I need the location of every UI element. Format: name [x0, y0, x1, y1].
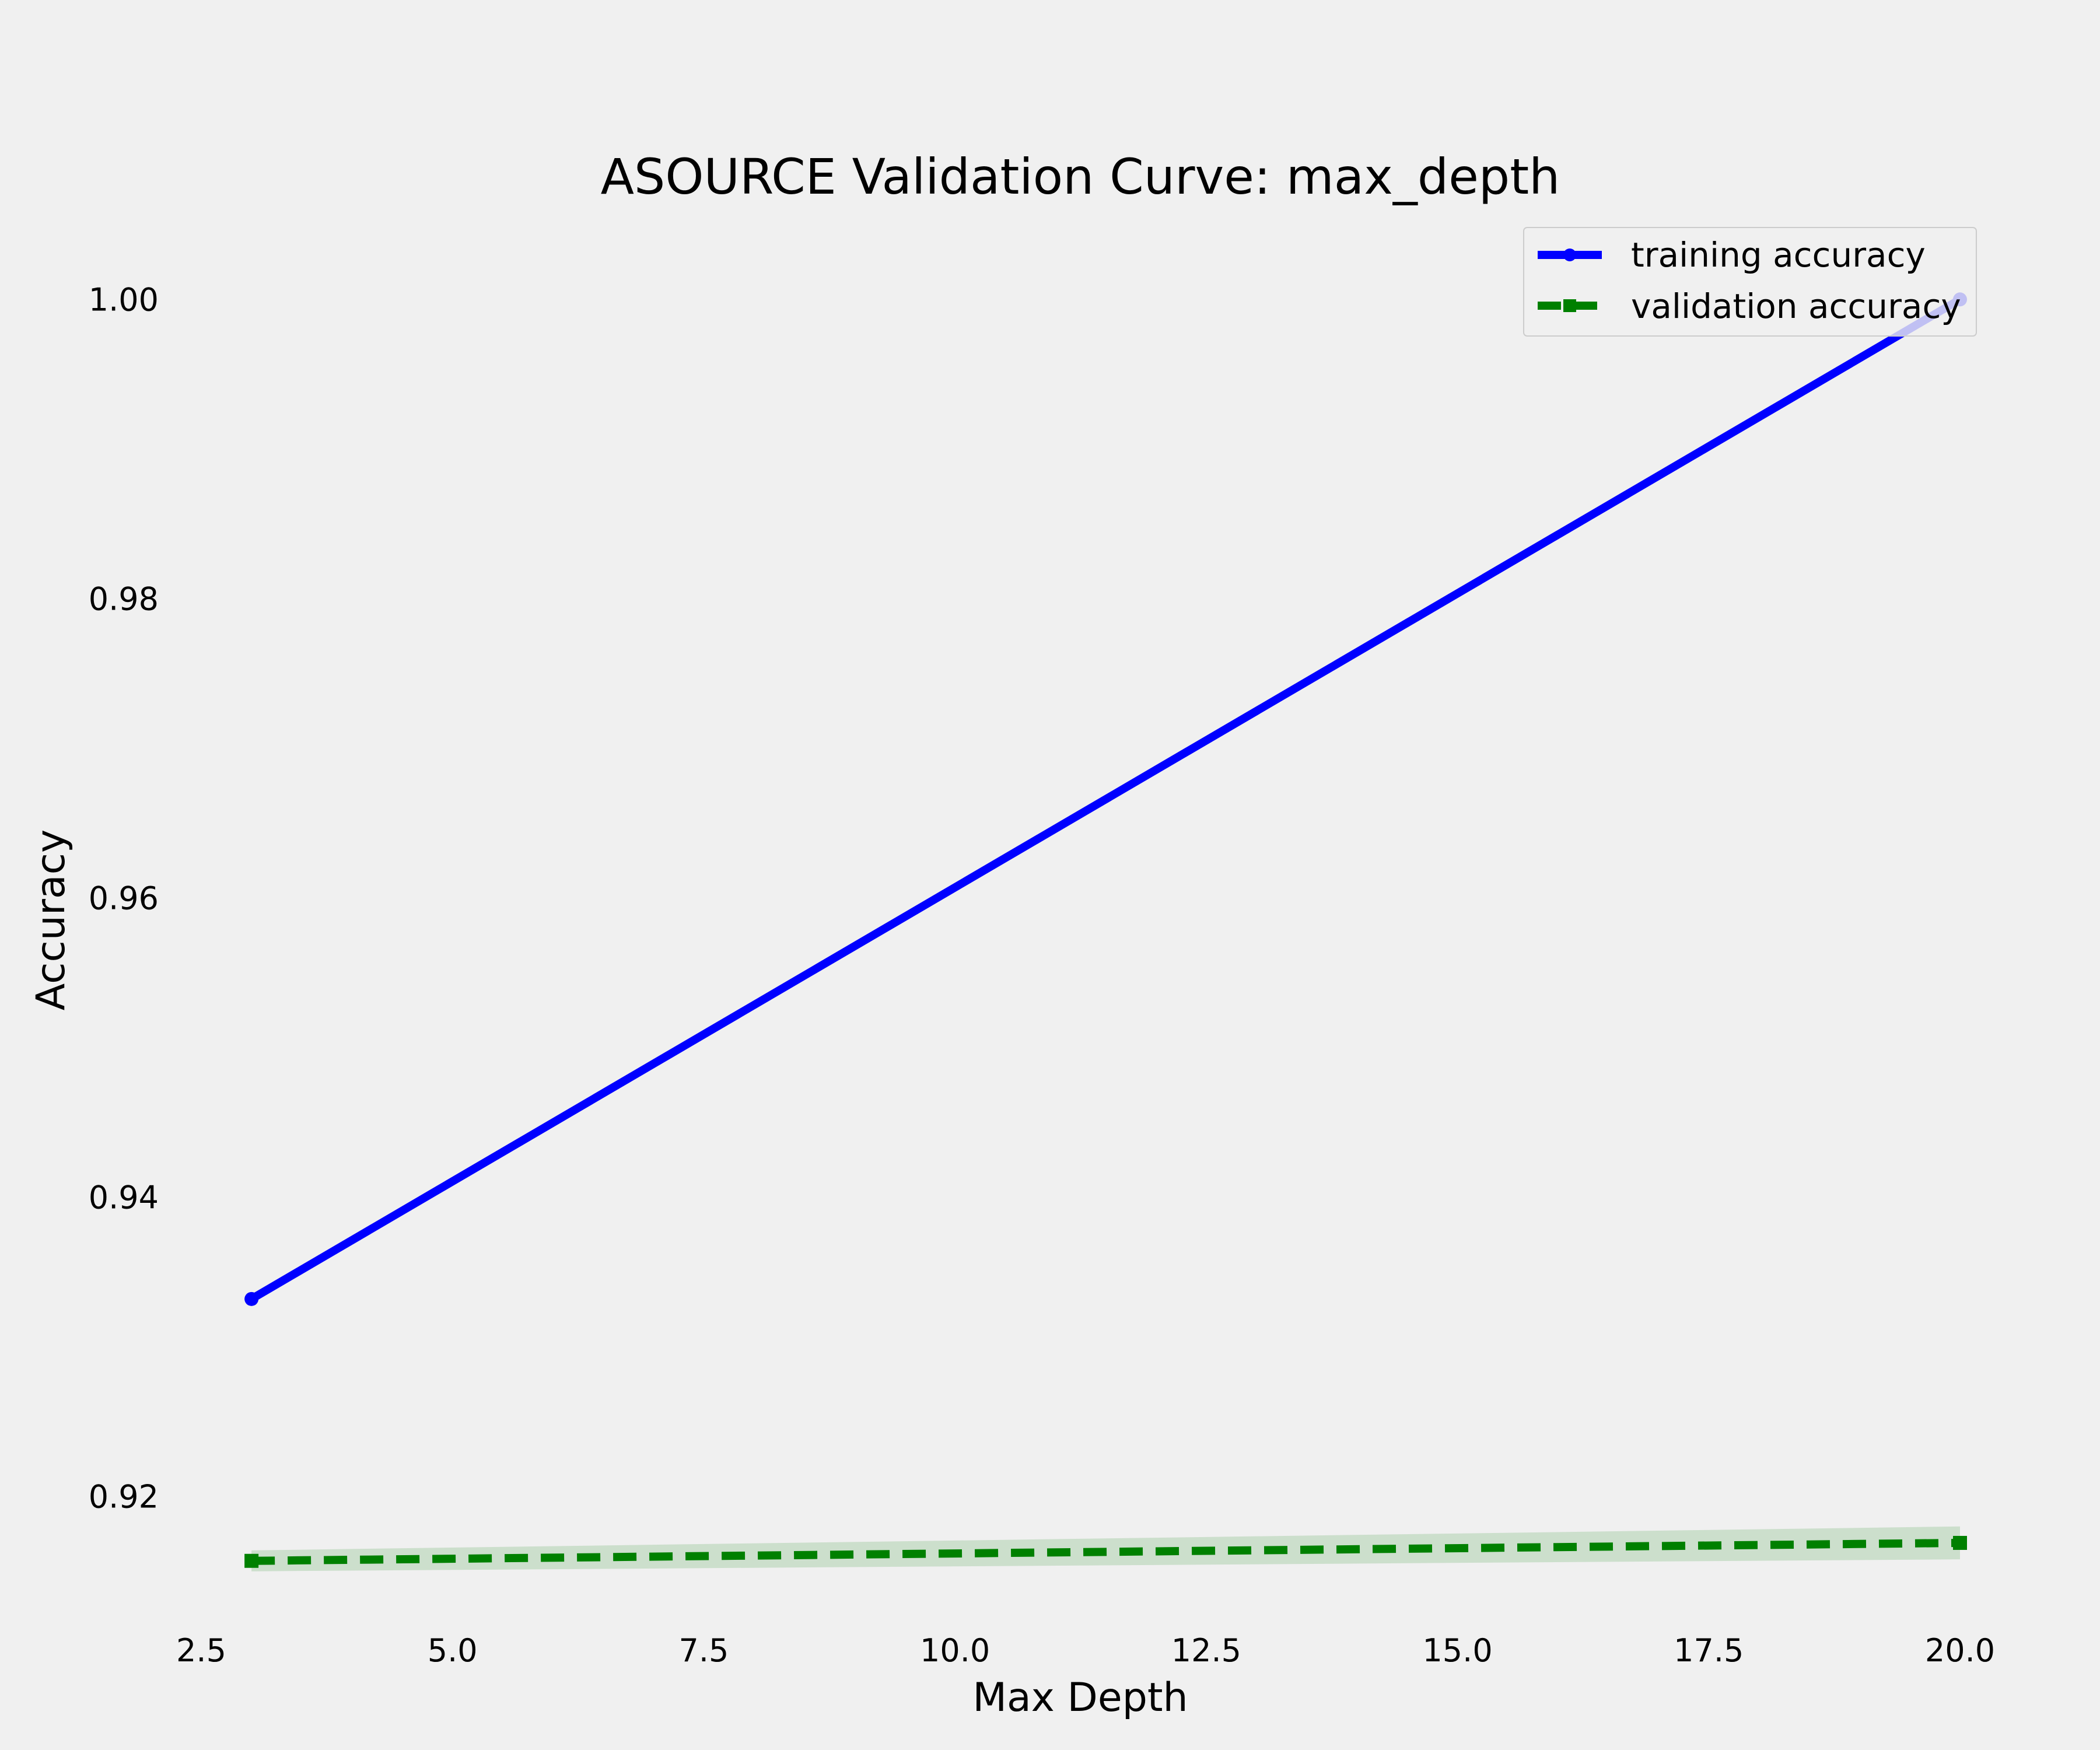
y-tick-label: 0.92	[89, 1478, 159, 1515]
data-point-validation	[1953, 1535, 1967, 1550]
legend-marker-training	[1563, 249, 1576, 261]
legend-box	[1523, 227, 1977, 337]
y-axis-label: Accuracy	[28, 830, 74, 1010]
tick-labels: 2.5 5.0 7.5 10.0 12.5 15.0 17.5 20.0 0.92 0.94 0.9…	[89, 281, 1995, 1669]
legend-marker-validation	[1563, 299, 1576, 312]
legend: training accuracy validation accuracy	[1523, 227, 1977, 337]
plot-area	[244, 292, 1967, 1572]
x-tick-label: 7.5	[678, 1632, 729, 1669]
x-tick-label: 15.0	[1422, 1632, 1492, 1669]
y-tick-label: 0.94	[89, 1179, 159, 1216]
y-tick-label: 0.96	[89, 880, 159, 916]
chart-title: ASOURCE Validation Curve: max_depth	[601, 148, 1560, 205]
y-tick-label: 1.00	[89, 281, 159, 318]
legend-label-training: training accuracy	[1631, 235, 1926, 275]
x-axis-label: Max Depth	[972, 1675, 1188, 1721]
x-tick-label: 10.0	[920, 1632, 990, 1669]
x-tick-label: 20.0	[1925, 1632, 1995, 1669]
series-line-training	[249, 296, 1962, 1303]
series-line-validation	[251, 1538, 1961, 1565]
x-tick-label: 12.5	[1171, 1632, 1241, 1669]
legend-label-validation: validation accuracy	[1631, 286, 1961, 326]
data-point-training	[244, 1292, 259, 1306]
y-tick-label: 0.98	[89, 580, 159, 617]
x-tick-label: 2.5	[176, 1632, 226, 1669]
x-tick-label: 17.5	[1674, 1632, 1744, 1669]
x-tick-label: 5.0	[428, 1632, 478, 1669]
data-point-validation	[244, 1553, 259, 1568]
